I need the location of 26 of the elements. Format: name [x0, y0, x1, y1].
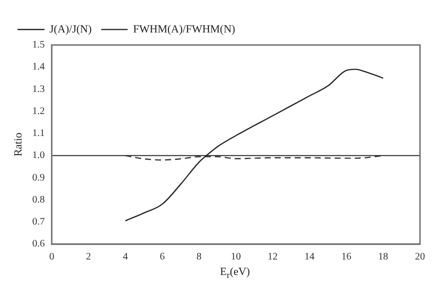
- x-tick-label: 16: [341, 252, 352, 263]
- y-tick-label: 1.2: [32, 106, 45, 117]
- y-tick-label: 0.8: [32, 194, 45, 206]
- line-series: [124, 68, 384, 222]
- y-axis-title: Ratio: [12, 132, 24, 156]
- x-tick-label: 20: [415, 252, 425, 263]
- x-tick-label: 2: [86, 252, 92, 263]
- x-tick-label: 0: [49, 252, 54, 263]
- legend-label: FWHM(A)/FWHM(N): [133, 23, 236, 36]
- x-tick-label: 6: [160, 252, 165, 263]
- y-tick-label: 1.0: [32, 150, 45, 162]
- legend-label: J(A)/J(N): [50, 23, 92, 36]
- x-tick-label: 4: [122, 252, 128, 263]
- x-tick-label: 18: [378, 252, 388, 263]
- y-tick-label: 0.6: [32, 238, 45, 250]
- y-tick-label: 1.1: [32, 128, 45, 140]
- y-tick-label: 1.5: [32, 40, 45, 51]
- x-axis-title: E$_{r}$(eV): [219, 266, 251, 280]
- y-tick-label: 0.9: [32, 172, 45, 184]
- x-tick-label: 14: [304, 252, 315, 263]
- y-tick-label: 1.3: [32, 84, 45, 95]
- x-tick-label: 8: [196, 252, 202, 263]
- y-tick-label: 0.7: [32, 216, 45, 228]
- x-tick-label: 10: [230, 252, 241, 263]
- y-tick-label: 1.4: [32, 62, 45, 73]
- x-tick-label: 12: [268, 252, 278, 263]
